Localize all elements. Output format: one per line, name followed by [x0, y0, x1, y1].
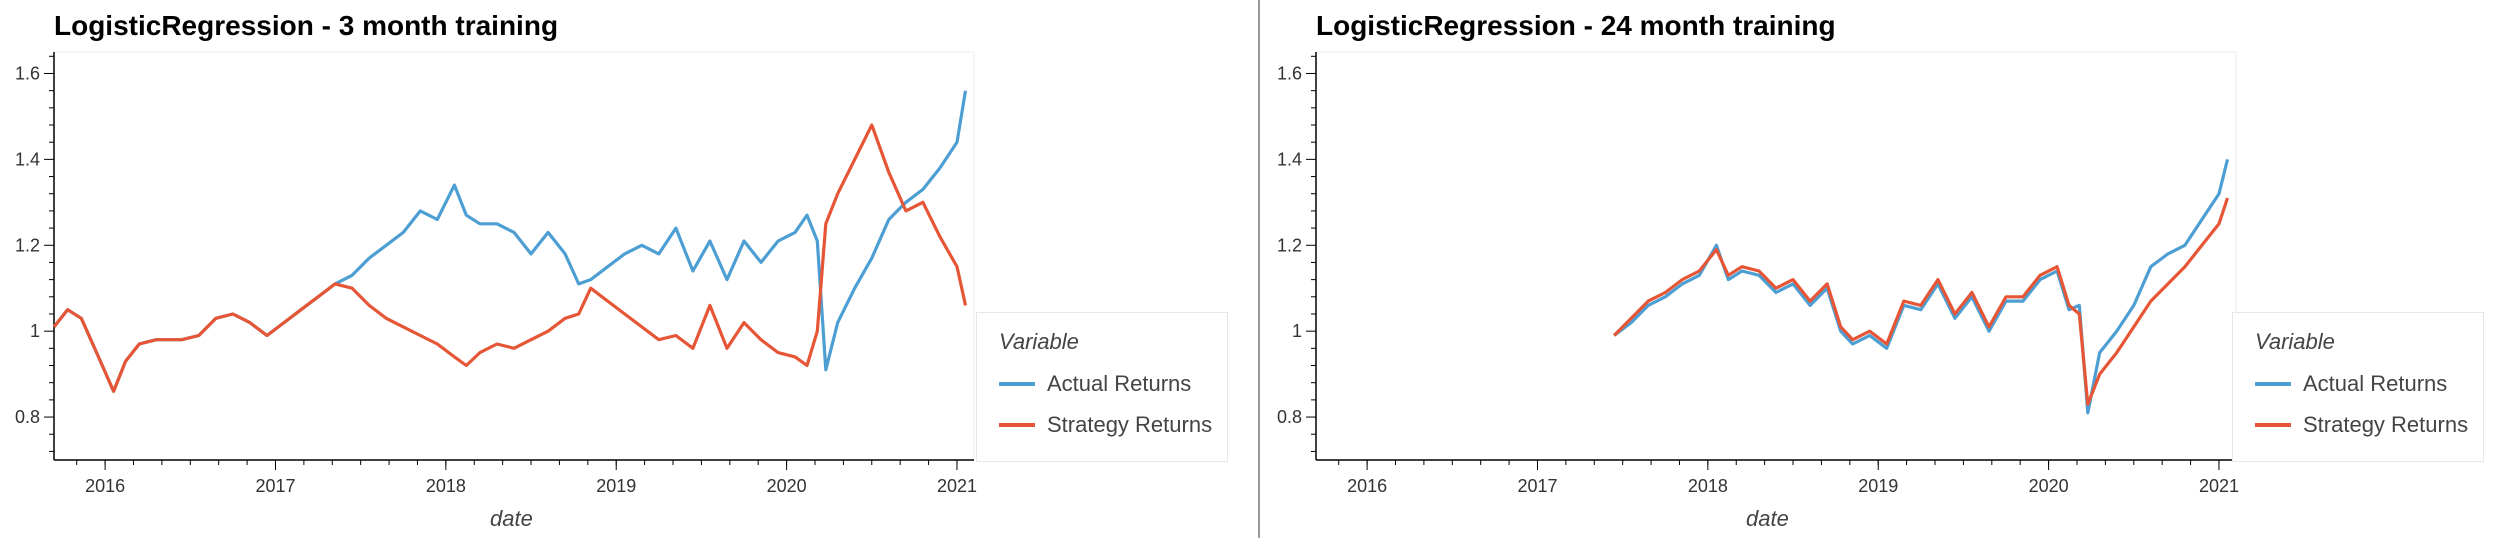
legend-swatch-actual	[999, 382, 1035, 386]
x-tick-label: 2017	[255, 476, 295, 496]
chart-title: LogisticRegression - 3 month training	[54, 10, 559, 41]
chart-title: LogisticRegression - 24 month training	[1316, 10, 1836, 41]
series-line-strategy-returns	[1612, 197, 2230, 406]
legend-swatch-actual	[2255, 382, 2291, 386]
legend-item-actual[interactable]: Actual Returns	[999, 369, 1191, 399]
x-tick-label: 2019	[596, 476, 636, 496]
chart-panel-right: LogisticRegression - 24 month training 0…	[1262, 0, 2514, 538]
y-tick-label: 1.4	[15, 149, 40, 169]
legend: Variable Actual Returns Strategy Returns	[2232, 312, 2484, 462]
legend-label: Strategy Returns	[2303, 412, 2469, 437]
y-tick-label: 1	[1292, 321, 1302, 341]
x-tick-label: 2018	[426, 476, 466, 496]
y-tick-label: 0.8	[1277, 407, 1302, 427]
legend-label: Actual Returns	[1047, 371, 1192, 396]
panel-divider	[1258, 0, 1260, 538]
x-tick-label: 2020	[767, 476, 807, 496]
x-axis-label: date	[490, 506, 533, 531]
plot-area	[53, 51, 975, 461]
series-line-actual-returns	[1613, 159, 2230, 415]
legend-label: Strategy Returns	[1047, 412, 1213, 437]
y-tick-label: 1.4	[1277, 149, 1302, 169]
legend-title: Variable	[999, 329, 1079, 354]
legend-swatch-strategy	[999, 423, 1035, 427]
x-tick-label: 2018	[1688, 476, 1728, 496]
x-tick-label: 2021	[2199, 476, 2239, 496]
x-tick-label: 2021	[937, 476, 977, 496]
y-tick-label: 1.6	[15, 63, 40, 83]
y-tick-label: 1.2	[15, 235, 40, 255]
legend-item-strategy[interactable]: Strategy Returns	[999, 410, 1212, 440]
series-line-strategy-returns	[52, 123, 968, 393]
legend-item-strategy[interactable]: Strategy Returns	[2255, 410, 2468, 440]
y-tick-label: 1	[30, 321, 40, 341]
legend-item-actual[interactable]: Actual Returns	[2255, 369, 2447, 399]
x-tick-label: 2020	[2029, 476, 2069, 496]
chart-svg[interactable]: 0.8 1 1.2 1.4 1.6 2016 2017 2018 2019 2020 2021	[1262, 0, 2514, 538]
legend-label: Actual Returns	[2303, 371, 2448, 396]
x-tick-label: 2017	[1517, 476, 1557, 496]
x-tick-label: 2016	[85, 476, 125, 496]
x-axis-label: date	[1746, 506, 1789, 531]
plot-area	[1315, 51, 2237, 461]
x-tick-label: 2019	[1858, 476, 1898, 496]
y-tick-label: 0.8	[15, 407, 40, 427]
legend-swatch-strategy	[2255, 423, 2291, 427]
legend: Variable Actual Returns Strategy Returns	[976, 312, 1228, 462]
y-tick-label: 1.2	[1277, 235, 1302, 255]
y-tick-label: 1.6	[1277, 63, 1302, 83]
x-tick-label: 2016	[1347, 476, 1387, 496]
chart-svg[interactable]: 0.8 1 1.2 1.4 1.6 2016 2017 2018 2019 2020 2021	[0, 0, 1256, 538]
chart-panel-left: LogisticRegression - 3 month training 0.…	[0, 0, 1256, 538]
legend-title: Variable	[2255, 329, 2335, 354]
